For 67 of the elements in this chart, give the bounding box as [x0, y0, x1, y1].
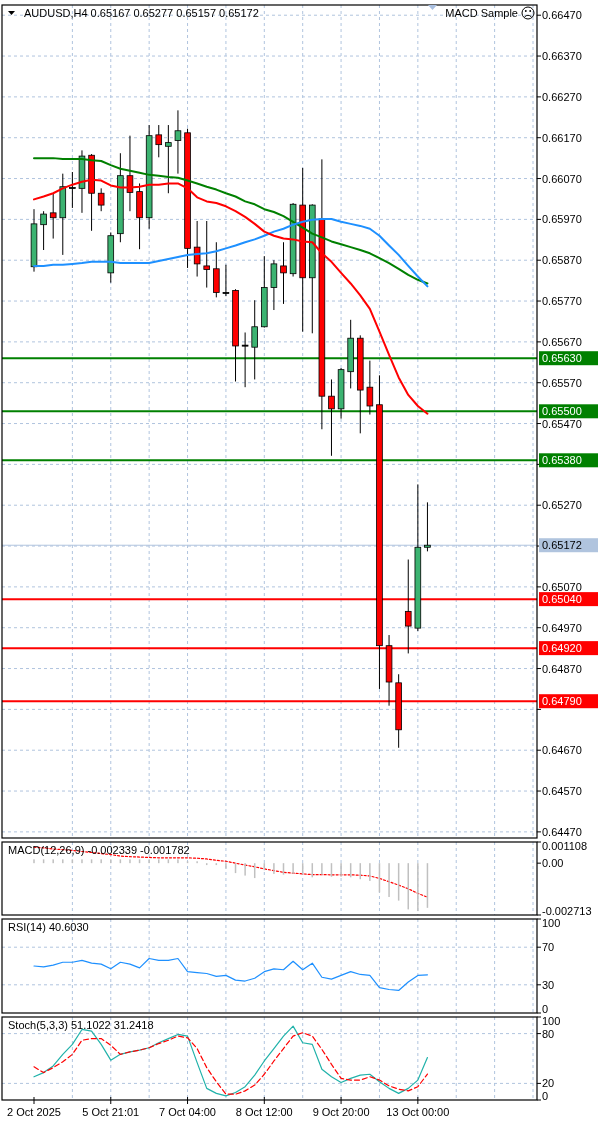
annotation: MACD Sample [445, 7, 518, 19]
y-tick-label: 0.64670 [542, 744, 582, 757]
candlestick [241, 331, 249, 388]
candlestick [213, 241, 220, 298]
candlestick [424, 501, 431, 552]
chart-title: AUDUSD,H4 0.65167 0.65277 0.65157 0.65172 [24, 7, 259, 19]
candlestick [49, 192, 57, 240]
candlestick [69, 171, 76, 209]
y-tick-label: 100 [542, 917, 561, 929]
y-tick-label: 0.64470 [542, 825, 582, 838]
y-tick-label: 0 [542, 1003, 549, 1015]
ref-line-label: 0.65630 [542, 352, 582, 365]
y-tick-label: 0.65070 [542, 580, 582, 593]
y-tick-label: 30 [542, 978, 555, 991]
chart-title: RSI(14) 40.6030 [8, 921, 89, 933]
y-tick-label: 0.66170 [542, 131, 582, 144]
ref-line-label: 0.64790 [542, 695, 582, 708]
y-tick-label: 0.64870 [542, 662, 582, 675]
chart-title: Stoch(5,3,3) 51.1022 31.2418 [8, 1019, 154, 1031]
candlestick [328, 378, 335, 457]
x-tick-label: 8 Oct 12:00 [235, 1106, 293, 1118]
y-tick-label: -0.002713 [542, 905, 592, 917]
y-tick-label: 0.65970 [542, 213, 582, 226]
y-tick-label: 0.00 [542, 857, 564, 870]
candlestick [280, 241, 287, 305]
x-tick-label: 7 Oct 04:00 [159, 1106, 216, 1118]
chart-title: MACD(12,26,9) -0.002339 -0.001782 [8, 844, 190, 856]
candlestick [97, 187, 105, 212]
y-tick-label: 0.001108 [542, 840, 588, 852]
ref-line-label: 0.65500 [542, 405, 582, 418]
y-tick-label: 80 [542, 1027, 555, 1040]
line-series [33, 157, 429, 285]
y-tick-label: 70 [542, 941, 555, 954]
y-tick-label: 100 [542, 1015, 561, 1027]
y-tick-label: 0.65670 [542, 335, 582, 348]
y-tick-label: 0 [542, 1090, 549, 1102]
y-tick-label: 0.65470 [542, 417, 582, 430]
candlestick [270, 259, 278, 311]
candlestick [40, 210, 47, 251]
ref-line-label: 0.65172 [542, 539, 582, 552]
candlestick [174, 109, 182, 175]
y-tick-label: 0.66470 [542, 9, 582, 22]
y-tick-label: 0.64970 [542, 621, 582, 634]
candlestick [193, 220, 201, 278]
y-tick-label: 0.65570 [542, 376, 582, 389]
y-tick-label: 0.66370 [542, 50, 582, 63]
ref-line-label: 0.64920 [542, 642, 582, 655]
candlestick [366, 360, 374, 416]
x-tick-label: 9 Oct 20:00 [312, 1106, 370, 1118]
x-tick-label: 2 Oct 2025 [7, 1106, 61, 1118]
candlestick [165, 124, 172, 194]
y-tick-label: 0.65870 [542, 254, 582, 267]
line-series [33, 217, 429, 288]
y-tick-label: 0.66270 [542, 90, 582, 103]
candlestick [222, 264, 230, 297]
candlestick [203, 220, 211, 289]
y-tick-label: 0.65270 [542, 499, 582, 512]
candlestick [251, 299, 258, 380]
candlestick [155, 124, 163, 158]
ref-line-label: 0.65040 [542, 593, 582, 606]
y-tick-label: 20 [542, 1077, 555, 1090]
ref-line-label: 0.65380 [542, 454, 582, 467]
x-tick-label: 5 Oct 21:01 [82, 1106, 140, 1118]
y-tick-label: 0.64570 [542, 785, 582, 798]
y-tick-label: 0.65770 [542, 295, 582, 308]
x-tick-label: 13 Oct 00:00 [386, 1106, 450, 1118]
y-tick-label: 0.66070 [542, 172, 582, 185]
